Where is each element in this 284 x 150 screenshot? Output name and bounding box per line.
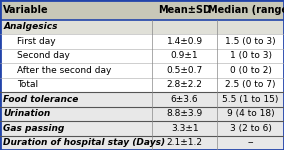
Text: Mean±SD: Mean±SD	[158, 5, 211, 15]
Text: 0 (0 to 2): 0 (0 to 2)	[230, 66, 272, 75]
Text: --: --	[247, 138, 254, 147]
Text: Variable: Variable	[3, 5, 49, 15]
Text: 0.9±1: 0.9±1	[171, 51, 199, 60]
Text: 1.4±0.9: 1.4±0.9	[166, 37, 203, 46]
Text: Food tolerance: Food tolerance	[3, 95, 79, 104]
Text: 2.8±2.2: 2.8±2.2	[167, 80, 202, 89]
Text: Urination: Urination	[3, 109, 51, 118]
Text: 6±3.6: 6±3.6	[171, 95, 199, 104]
Text: 9 (4 to 18): 9 (4 to 18)	[227, 109, 274, 118]
Text: 3.3±1: 3.3±1	[171, 124, 199, 133]
Bar	[0, 48, 284, 63]
Text: 3 (2 to 6): 3 (2 to 6)	[230, 124, 272, 133]
Text: 2.5 (0 to 7): 2.5 (0 to 7)	[225, 80, 276, 89]
Text: 0.5±0.7: 0.5±0.7	[166, 66, 203, 75]
Text: First day: First day	[17, 37, 56, 46]
Bar	[0, 121, 284, 135]
Bar	[0, 106, 284, 121]
Bar	[0, 78, 284, 92]
Text: Analgesics: Analgesics	[3, 22, 58, 31]
Bar	[0, 34, 284, 48]
Bar	[0, 63, 284, 78]
Text: Second day: Second day	[17, 51, 70, 60]
Bar	[0, 20, 284, 34]
Text: 1 (0 to 3): 1 (0 to 3)	[230, 51, 272, 60]
Text: After the second day: After the second day	[17, 66, 111, 75]
Text: Duration of hospital stay (Days): Duration of hospital stay (Days)	[3, 138, 166, 147]
Text: Total: Total	[17, 80, 38, 89]
Bar	[0, 135, 284, 150]
Bar	[0, 0, 284, 20]
Text: 1.5 (0 to 3): 1.5 (0 to 3)	[225, 37, 276, 46]
Bar	[0, 92, 284, 106]
Text: Median (range): Median (range)	[208, 5, 284, 15]
Text: Gas passing: Gas passing	[3, 124, 65, 133]
Text: 5.5 (1 to 15): 5.5 (1 to 15)	[222, 95, 279, 104]
Text: 2.1±1.2: 2.1±1.2	[167, 138, 202, 147]
Text: 8.8±3.9: 8.8±3.9	[166, 109, 203, 118]
